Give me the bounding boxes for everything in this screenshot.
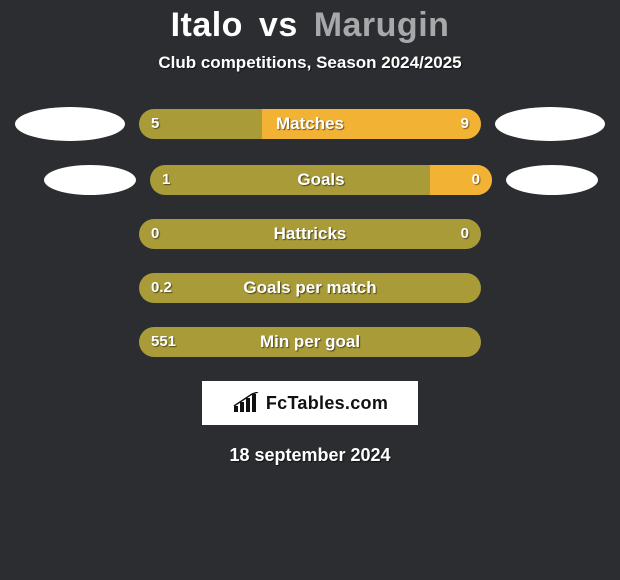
stats-container: 59Matches 10Goals 00Hattricks 0.2Goals per …: [0, 107, 620, 357]
stat-row: 551Min per goal: [0, 327, 620, 357]
stat-bar: 10Goals: [150, 165, 492, 195]
source-logo: FcTables.com: [202, 381, 418, 425]
title-player1: Italo: [171, 6, 243, 44]
stat-row: 10Goals: [0, 165, 620, 195]
date-label: 18 september 2024: [0, 445, 620, 466]
stat-row: 0.2Goals per match: [0, 273, 620, 303]
stat-label: Min per goal: [139, 327, 481, 357]
page-title: Italo vs Marugin: [0, 0, 620, 45]
player1-badge: [15, 107, 125, 141]
stat-row: 59Matches: [0, 107, 620, 141]
stat-bar: 00Hattricks: [139, 219, 481, 249]
stat-label: Goals: [150, 165, 492, 195]
stat-bar: 0.2Goals per match: [139, 273, 481, 303]
stat-bar: 59Matches: [139, 109, 481, 139]
stat-row: 00Hattricks: [0, 219, 620, 249]
player1-badge: [44, 165, 136, 195]
logo-text: FcTables.com: [266, 393, 388, 414]
player2-badge: [495, 107, 605, 141]
title-player2: Marugin: [314, 6, 450, 44]
barchart-icon: [232, 392, 260, 414]
stat-bar: 551Min per goal: [139, 327, 481, 357]
stat-label: Hattricks: [139, 219, 481, 249]
stat-label: Matches: [139, 109, 481, 139]
title-vs: vs: [259, 6, 298, 44]
stat-label: Goals per match: [139, 273, 481, 303]
player2-badge: [506, 165, 598, 195]
subtitle: Club competitions, Season 2024/2025: [0, 53, 620, 73]
